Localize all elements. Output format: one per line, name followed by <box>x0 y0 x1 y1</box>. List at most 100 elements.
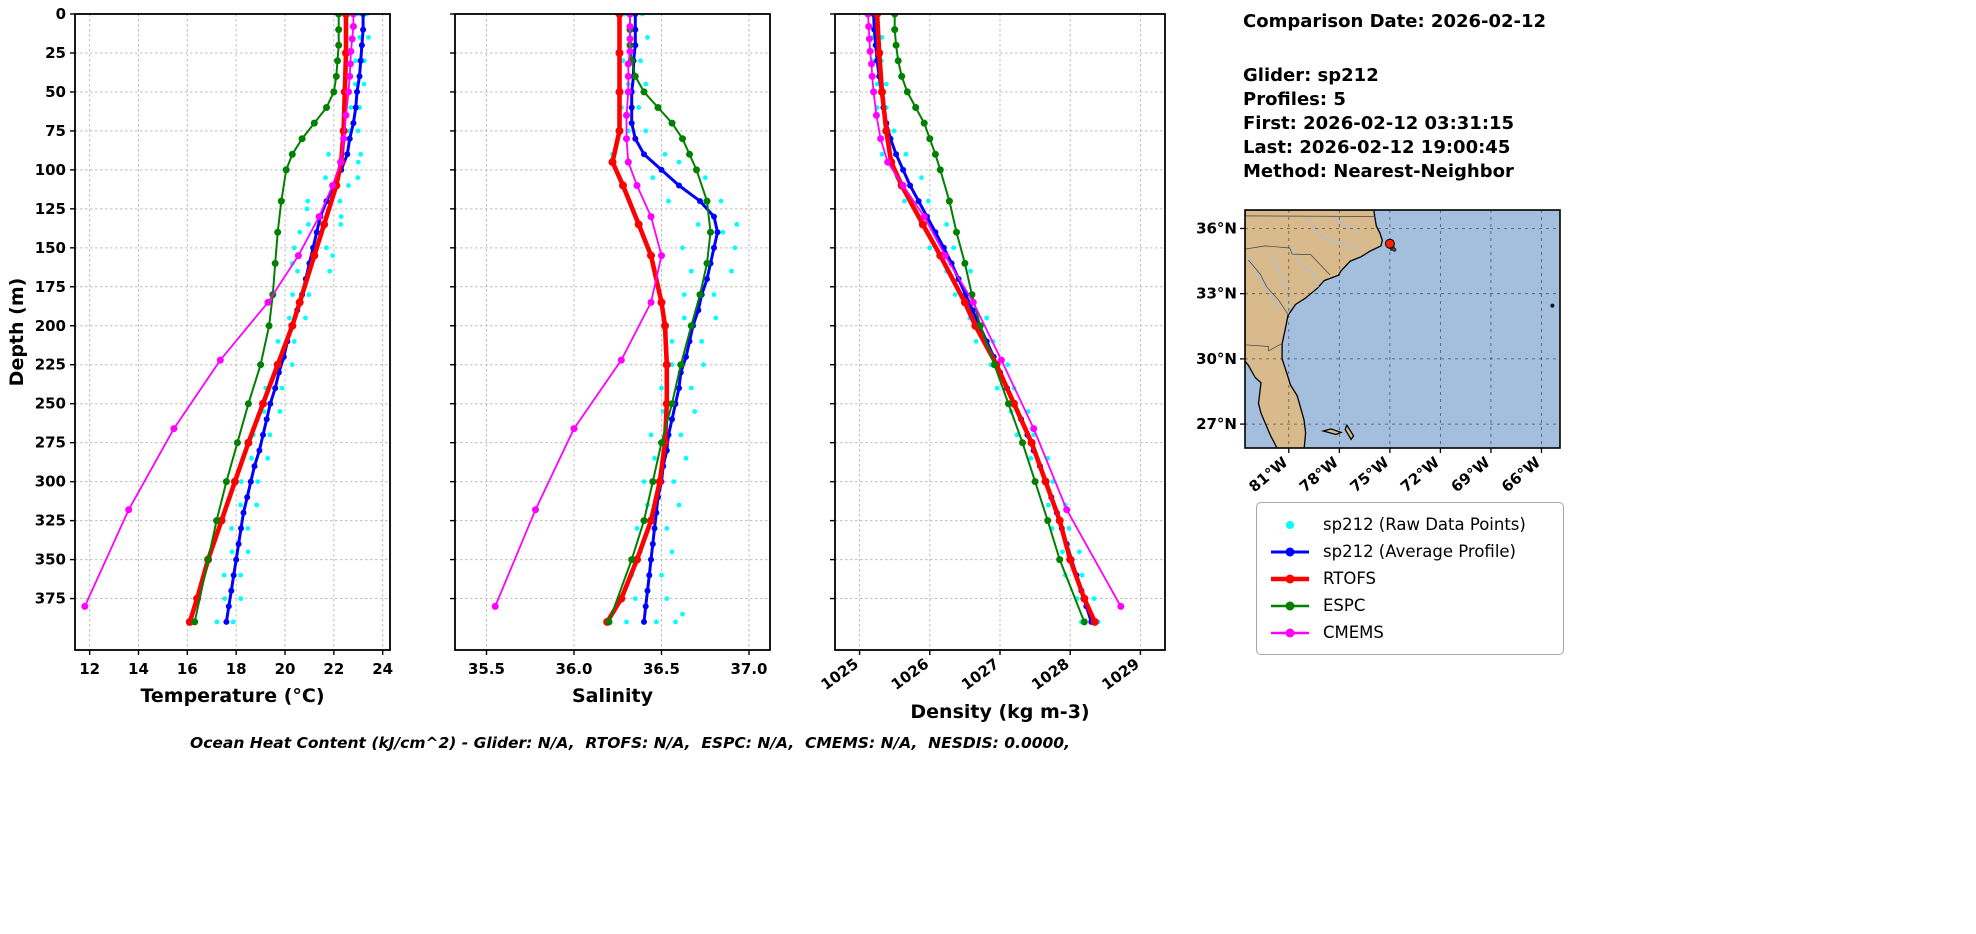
x-tick-label: 20 <box>275 660 296 678</box>
scatter-marker-icon <box>1286 520 1294 529</box>
salinity-profile: 35.5 36.0 36.5 37.0 Salinity <box>450 13 771 707</box>
depth-tick-label: 375 <box>35 590 66 608</box>
axes-frame <box>454 13 771 651</box>
depth-tick-label: 250 <box>35 395 66 413</box>
series-espc <box>191 14 343 626</box>
x-tick-label: 1026 <box>888 655 932 694</box>
x-axis-label: Salinity <box>572 685 654 707</box>
x-axis-label: Density (kg m-3) <box>910 701 1089 723</box>
legend-item-sp212-average-profile: sp212 (Average Profile) <box>1267 538 1553 565</box>
island <box>1320 428 1343 436</box>
map-lon-label: 75°W <box>1346 453 1392 496</box>
depth-tick-label: 175 <box>35 278 66 296</box>
state-border <box>1248 259 1289 315</box>
depth-tick-label: 50 <box>45 83 66 101</box>
x-tick-label: 36.0 <box>555 660 592 678</box>
x-tick-label: 1025 <box>818 655 862 694</box>
series-rtofs <box>603 14 671 626</box>
legend-item-rtofs: RTOFS <box>1267 565 1553 592</box>
axes-frame <box>74 13 391 651</box>
glider-location-marker <box>1384 238 1395 249</box>
map-lat-label: 27°N <box>1196 415 1237 433</box>
raw-data-scatter <box>610 14 740 625</box>
x-tick-label: 18 <box>226 660 247 678</box>
info-last-time: Last: 2026-02-12 19:00:45 <box>1243 137 1511 158</box>
legend-label: ESPC <box>1323 596 1366 615</box>
x-tick-label: 37.0 <box>730 660 767 678</box>
depth-tick-label: 225 <box>35 356 66 374</box>
x-tick-label: 1029 <box>1098 655 1142 694</box>
depth-tick-label: 0 <box>56 5 66 23</box>
map-frame <box>1244 209 1561 449</box>
x-tick-label: 36.5 <box>643 660 680 678</box>
x-tick-label: 1027 <box>958 655 1002 694</box>
x-tick-label: 22 <box>323 660 344 678</box>
x-tick-label: 35.5 <box>468 660 505 678</box>
depth-tick-label: 325 <box>35 512 66 530</box>
profile-charts: 12 14 16 18 20 22 24 0 25 50 75 100 125 150 175 200 225 2… <box>6 5 1166 723</box>
series-cmems <box>491 14 665 610</box>
depth-tick-label: 275 <box>35 434 66 452</box>
river <box>1289 245 1319 288</box>
y-axis-label: Depth (m) <box>6 278 28 387</box>
map-panel: 36°N 33°N 30°N 27°N 81°W 78°W 75°W 72°W 69°W 66°W <box>1196 209 1561 496</box>
line-marker-icon <box>1271 574 1309 583</box>
state-border <box>1245 245 1331 276</box>
line-marker-icon <box>1271 601 1309 610</box>
river <box>1308 221 1359 250</box>
map-lon-label: 66°W <box>1498 453 1544 496</box>
info-spacer <box>1243 34 1546 64</box>
depth-tick-label: 300 <box>35 473 66 491</box>
depth-tick-label: 75 <box>45 122 66 140</box>
x-tick-label: 1028 <box>1028 655 1072 694</box>
info-profiles: Profiles: 5 <box>1243 89 1346 110</box>
series-cmems <box>81 14 357 610</box>
x-tick-label: 12 <box>79 660 100 678</box>
map-lon-label: 72°W <box>1397 453 1443 496</box>
line-marker-icon <box>1271 547 1309 556</box>
x-tick-label: 14 <box>128 660 149 678</box>
legend: sp212 (Raw Data Points) sp212 (Average Pr… <box>1256 502 1564 655</box>
info-glider: Glider: sp212 <box>1243 65 1379 86</box>
island-dot <box>1550 303 1555 308</box>
legend-item-cmems: CMEMS <box>1267 619 1553 646</box>
depth-tick-label: 350 <box>35 551 66 569</box>
x-tick-label: 16 <box>177 660 198 678</box>
state-border <box>1245 343 1283 352</box>
comparison-info-block: Comparison Date: 2026-02-12 Glider: sp21… <box>1243 10 1546 184</box>
legend-label: sp212 (Average Profile) <box>1323 542 1516 561</box>
ocean-heat-content-caption: Ocean Heat Content (kJ/cm^2) - Glider: N… <box>190 734 1070 752</box>
state-border <box>1245 215 1376 217</box>
line-marker-icon <box>1271 628 1309 637</box>
location-map: 36°N 33°N 30°N 27°N 81°W 78°W 75°W 72°W 69°W 66°W <box>1196 209 1561 496</box>
legend-label: sp212 (Raw Data Points) <box>1323 515 1526 534</box>
density-profile: 1025 1026 1027 1028 1029 Density (kg m-3) <box>818 13 1166 723</box>
depth-tick-label: 150 <box>35 239 66 257</box>
depth-tick-label: 25 <box>45 44 66 62</box>
map-lat-label: 33°N <box>1196 285 1237 303</box>
x-axis-label: Temperature (°C) <box>140 685 324 707</box>
series-rtofs <box>185 14 350 626</box>
map-lat-label: 36°N <box>1196 219 1237 237</box>
info-method: Method: Nearest-Neighbor <box>1243 161 1514 182</box>
legend-item-sp212-raw-data-points: sp212 (Raw Data Points) <box>1267 511 1553 538</box>
map-lon-label: 78°W <box>1296 453 1342 496</box>
legend-label: RTOFS <box>1323 569 1377 588</box>
river <box>1333 217 1359 232</box>
temperature-profile: 12 14 16 18 20 22 24 0 25 50 75 100 125 150 175 200 225 2… <box>6 5 393 707</box>
depth-tick-label: 200 <box>35 317 66 335</box>
comparison-date: Comparison Date: 2026-02-12 <box>1243 11 1547 32</box>
legend-item-espc: ESPC <box>1267 592 1553 619</box>
x-tick-label: 24 <box>372 660 393 678</box>
legend-label: CMEMS <box>1323 623 1384 642</box>
map-lon-label: 69°W <box>1448 453 1494 496</box>
island <box>1344 423 1355 441</box>
depth-tick-label: 125 <box>35 200 66 218</box>
info-first-time: First: 2026-02-12 03:31:15 <box>1243 113 1515 134</box>
map-lon-label: 81°W <box>1245 453 1291 496</box>
map-lat-label: 30°N <box>1196 350 1237 368</box>
series-cmems <box>864 14 1125 610</box>
depth-tick-label: 100 <box>35 161 66 179</box>
series-espc <box>891 14 1088 626</box>
